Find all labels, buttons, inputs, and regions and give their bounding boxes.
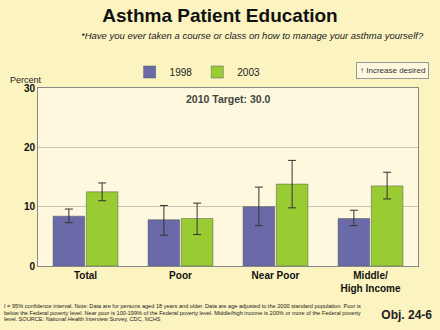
svg-text:30: 30 — [24, 83, 36, 94]
html-text:Obj. 24-6: Obj. 24-6 — [381, 308, 432, 322]
svg-text:*Have you ever taken a course: *Have you ever taken a course or class o… — [81, 30, 424, 41]
svg-text:0: 0 — [29, 261, 35, 272]
svg-text:10: 10 — [24, 201, 36, 212]
html-text:I = 95% confidence interval. N: I = 95% confidence interval. Note: Data … — [4, 303, 361, 323]
svg-text:↑ Increase desired: ↑ Increase desired — [360, 66, 425, 75]
svg-text:2010 Target: 30.0: 2010 Target: 30.0 — [186, 93, 271, 105]
svg-text:20: 20 — [24, 142, 36, 153]
svg-text:2003: 2003 — [237, 67, 260, 78]
svg-text:Middle/High Income: Middle/High Income — [340, 270, 400, 294]
svg-text:Total: Total — [74, 270, 97, 281]
svg-text:Poor: Poor — [169, 270, 192, 281]
svg-text:Near Poor: Near Poor — [252, 270, 300, 281]
svg-text:1998: 1998 — [170, 67, 193, 78]
svg-text:Percent: Percent — [10, 75, 42, 85]
svg-text:Asthma Patient Education: Asthma Patient Education — [102, 5, 337, 26]
